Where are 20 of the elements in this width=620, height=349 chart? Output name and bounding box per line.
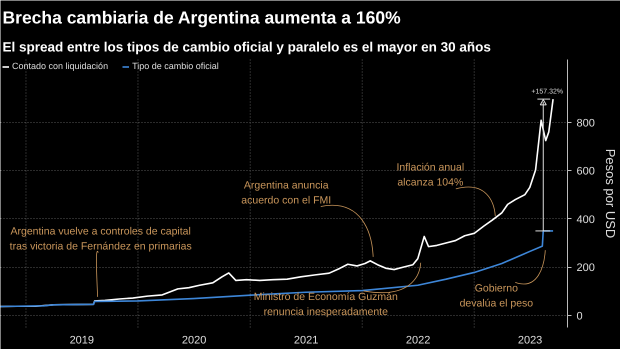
y-tick-label: 0: [576, 310, 583, 322]
x-tick-label: 2022: [406, 334, 430, 346]
y-axis-title: Pesos por USD: [602, 148, 618, 238]
annotation: Ministro de Economía Guzmán renuncia inesperadamente: [254, 291, 398, 318]
x-tick-label: 2023: [518, 334, 542, 346]
x-tick-label: 2021: [294, 334, 318, 346]
y-tick-label: 200: [576, 262, 595, 274]
annotation: Gobierno devalúa el peso: [460, 282, 534, 310]
chart-title: Brecha cambiaria de Argentina aumenta a 160%: [2, 8, 402, 28]
legend-label: Contado con liquidación: [12, 61, 108, 71]
annotation: Inflación anual alcanza 104%: [396, 162, 464, 189]
x-tick-label: 2019: [70, 334, 94, 346]
annotation: Argentina anuncia acuerdo con el FMI: [241, 179, 332, 206]
y-tick-label: 400: [576, 214, 595, 226]
chart-subtitle: El spread entre los tipos de cambio oficial y paralelo es el mayor en 30 años: [2, 40, 491, 54]
y-tick-label: 800: [576, 117, 595, 130]
x-tick-label: 2020: [182, 334, 206, 346]
legend-label: Tipo de cambio oficial: [132, 61, 219, 71]
annotation: Argentina vuelve a controles de capital tras victoria de Fernández en primarias: [10, 225, 192, 252]
y-tick-label: 600: [576, 166, 595, 178]
